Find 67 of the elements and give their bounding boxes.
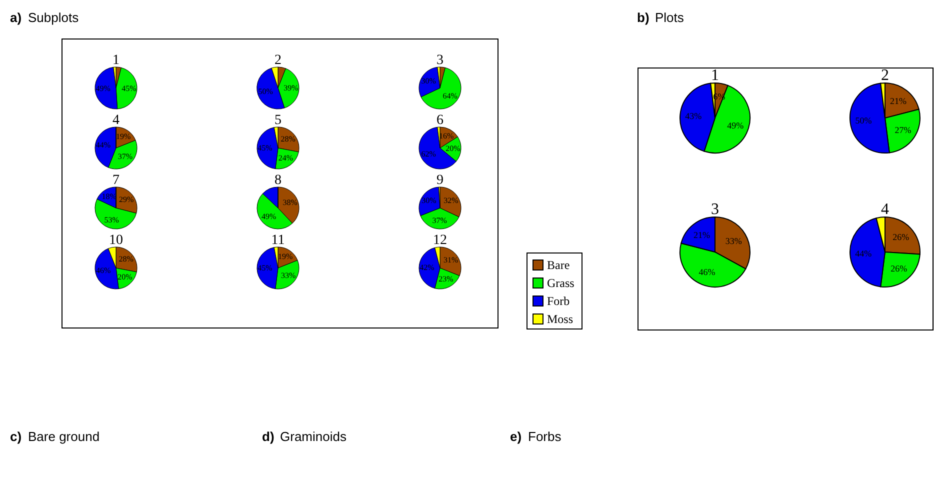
data-label: 45% xyxy=(122,84,137,94)
data-label: 26% xyxy=(890,264,908,274)
data-label: 21% xyxy=(890,96,908,106)
data-label: 27% xyxy=(894,125,912,136)
data-label: 32% xyxy=(444,196,459,206)
data-label: 20% xyxy=(118,272,133,282)
data-label: 46% xyxy=(698,267,716,278)
data-label: 21% xyxy=(693,230,710,240)
data-label: 19% xyxy=(116,132,131,142)
data-label: 46% xyxy=(96,266,112,276)
chart-title: 4 xyxy=(881,201,889,218)
data-label: 62% xyxy=(421,149,436,158)
data-label: 33% xyxy=(280,270,296,280)
data-label: 38% xyxy=(282,198,298,208)
text: e) Forbs xyxy=(510,429,562,444)
chart-title: 7 xyxy=(112,173,120,188)
data-label: 64% xyxy=(442,91,458,100)
text: b) Plots xyxy=(637,10,684,25)
data-label: 37% xyxy=(432,216,448,226)
data-label: 44% xyxy=(96,140,111,150)
data-label: 37% xyxy=(118,152,133,162)
text: a) Subplots xyxy=(10,10,80,25)
chart-title: 10 xyxy=(109,233,123,248)
text: d) Graminoids xyxy=(262,429,347,444)
data-label: 19% xyxy=(278,252,293,262)
chart-title: 9 xyxy=(436,173,444,188)
chart-title: 1 xyxy=(112,53,120,68)
chart-title: 2 xyxy=(881,67,889,84)
chart-title: 1 xyxy=(711,67,719,84)
legend-label: Forb xyxy=(547,294,570,308)
legend-label: Moss xyxy=(547,312,574,326)
chart-title: 8 xyxy=(274,173,282,188)
data-label: 33% xyxy=(725,236,742,246)
data-label: 28% xyxy=(118,254,134,264)
data-label: 53% xyxy=(104,215,120,224)
data-label: 49% xyxy=(96,84,111,94)
data-label: 30% xyxy=(422,196,437,206)
chart-title: 2 xyxy=(274,53,282,68)
data-label: 26% xyxy=(892,232,910,242)
data-label: 28% xyxy=(280,134,296,144)
chart-title: 4 xyxy=(112,113,120,128)
data-label: 49% xyxy=(727,120,744,130)
data-label: 44% xyxy=(855,248,872,258)
data-label: 20% xyxy=(446,144,461,153)
chart-title: 5 xyxy=(274,113,282,128)
chart-title: 3 xyxy=(711,201,719,218)
data-label: 45% xyxy=(258,143,273,152)
chart-title: 6 xyxy=(436,113,444,128)
data-label: 50% xyxy=(855,116,872,126)
chart-title: 12 xyxy=(433,233,447,248)
data-label: 42% xyxy=(420,263,435,272)
legend-label: Grass xyxy=(547,276,575,290)
data-label: 30% xyxy=(421,76,436,86)
data-label: 31% xyxy=(443,256,458,265)
chart-title: 11 xyxy=(271,233,285,248)
pie-slice xyxy=(420,67,462,110)
data-label: 43% xyxy=(685,110,702,121)
data-label: 45% xyxy=(258,263,273,272)
data-label: 29% xyxy=(118,195,134,204)
text: c) Bare ground xyxy=(10,429,100,444)
data-label: 50% xyxy=(258,87,274,96)
chart-title: 3 xyxy=(436,53,444,68)
data-label: 49% xyxy=(261,212,276,222)
data-label: 39% xyxy=(284,83,299,92)
data-label: 23% xyxy=(438,274,454,284)
legend-label: Bare xyxy=(547,258,570,272)
data-label: 24% xyxy=(278,154,294,163)
